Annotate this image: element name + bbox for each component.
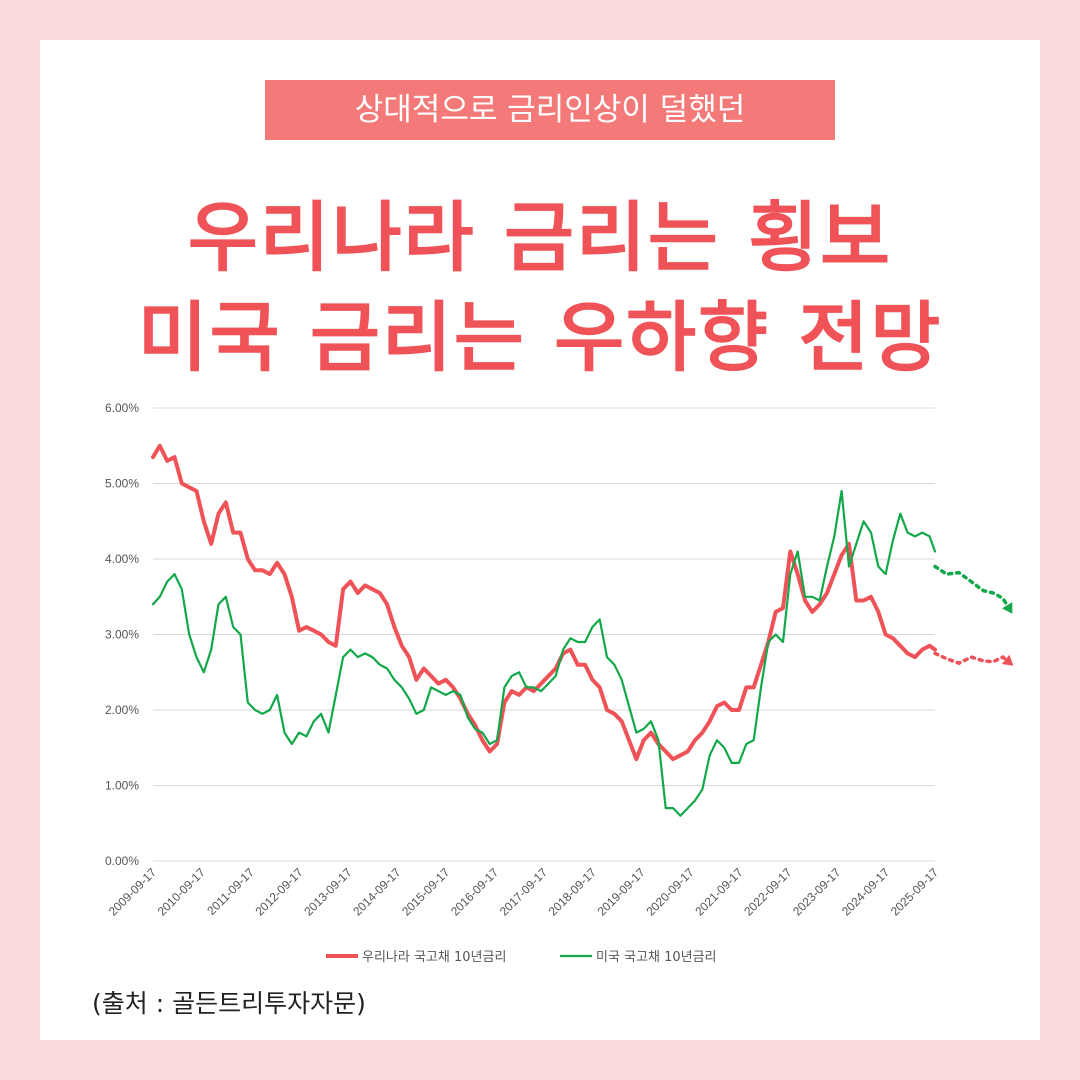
subtitle-banner: 상대적으로 금리인상이 덜했던 <box>265 80 835 140</box>
y-tick-label: 4.00% <box>105 552 139 566</box>
y-tick-label: 1.00% <box>105 779 139 793</box>
korea-projection-line <box>933 651 1013 666</box>
source-text: (출처 : 골든트리투자자문) <box>92 989 366 1018</box>
us-projection-arrow <box>1002 602 1013 614</box>
x-tick-label: 2022-09-17 <box>741 865 795 919</box>
x-tick-label: 2023-09-17 <box>790 865 844 919</box>
y-tick-label: 6.00% <box>105 401 139 415</box>
headline-line-2: 미국 금리는 우하향 전망 <box>137 293 943 382</box>
x-tick-label: 2019-09-17 <box>595 865 649 919</box>
x-tick-label: 2021-09-17 <box>692 865 746 919</box>
x-tick-label: 2013-09-17 <box>301 865 355 919</box>
x-tick-label: 2009-09-17 <box>106 865 160 919</box>
x-tick-label: 2024-09-17 <box>839 865 893 919</box>
y-tick-label: 0.00% <box>105 854 139 868</box>
x-tick-label: 2011-09-17 <box>204 865 257 918</box>
x-tick-label: 2016-09-17 <box>448 865 502 919</box>
legend-us-label: 미국 국고채 10년금리 <box>596 950 717 965</box>
y-tick-label: 3.00% <box>105 628 139 642</box>
x-tick-label: 2017-09-17 <box>497 865 551 919</box>
x-tick-label: 2018-09-17 <box>546 865 600 919</box>
x-tick-label: 2020-09-17 <box>643 865 697 919</box>
headline-line-1: 우리나라 금리는 횡보 <box>187 193 893 282</box>
korea-projection-arrow <box>1001 654 1014 666</box>
legend-korea-label: 우리나라 국고채 10년금리 <box>362 950 506 965</box>
x-tick-label: 2014-09-17 <box>350 865 404 919</box>
x-tick-label: 2010-09-17 <box>155 865 209 919</box>
y-tick-label: 5.00% <box>105 477 139 491</box>
x-tick-label: 2012-09-17 <box>252 865 306 919</box>
korea-series-line <box>151 443 937 762</box>
us-series-line <box>151 489 937 817</box>
y-tick-label: 2.00% <box>105 703 139 717</box>
us-projection-line <box>933 564 1013 613</box>
x-tick-label: 2015-09-17 <box>399 865 453 919</box>
x-tick-label: 2025-09-17 <box>888 865 942 919</box>
